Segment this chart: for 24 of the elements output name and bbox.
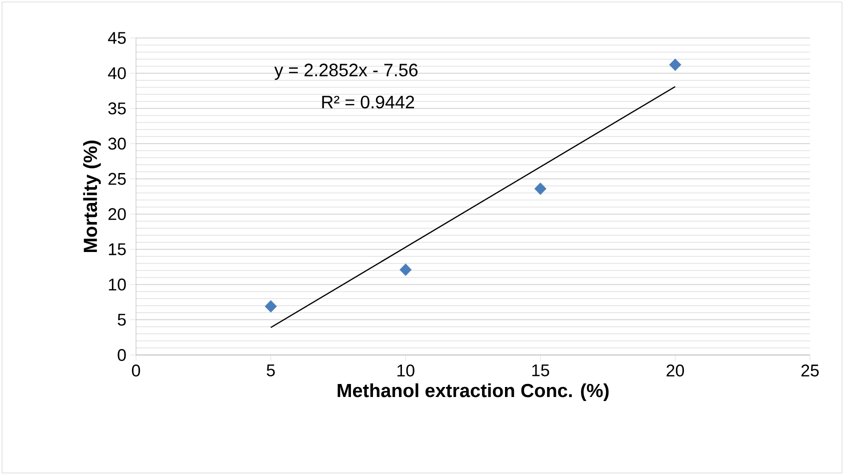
y-tick-label: 45 <box>108 32 126 44</box>
point <box>534 182 546 195</box>
x-tick-label: 20 <box>666 364 684 376</box>
annotation: R² = 0.9442 <box>322 96 414 108</box>
point <box>264 300 277 313</box>
x-axis-title: Methanol extraction Conc. (%) <box>338 383 609 401</box>
annotation: y = 2.2852x - 7.56 <box>274 64 418 80</box>
y-tick-label: 25 <box>108 172 126 185</box>
y-tick-label: 5 <box>118 314 126 326</box>
y-tick-label: 30 <box>108 138 126 150</box>
y-tick-label: 35 <box>108 102 126 114</box>
y-tick-label: 0 <box>118 348 126 361</box>
point <box>669 58 682 71</box>
x-tick-label: 5 <box>266 364 275 376</box>
x-tick-label: 15 <box>532 364 550 376</box>
y-tick-label: 10 <box>108 278 126 291</box>
y-tick-label: 20 <box>108 208 126 220</box>
y-axis-title: Mortality (%) <box>83 140 101 252</box>
y-tick-label: 15 <box>108 243 126 256</box>
point <box>400 264 412 276</box>
x-tick-label: 10 <box>397 364 414 376</box>
x-tick-label: 25 <box>801 364 819 376</box>
y-tick-label: 40 <box>108 67 126 80</box>
x-tick-label: 0 <box>132 364 140 376</box>
